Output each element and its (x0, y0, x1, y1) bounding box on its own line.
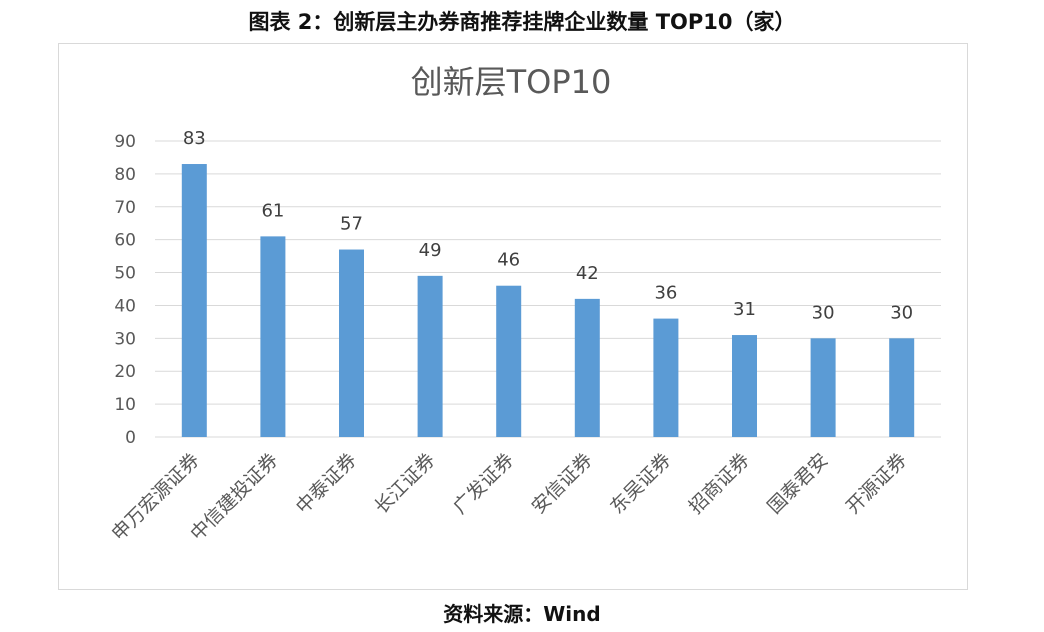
chart-container: 创新层TOP10 0 10 20 30 40 50 60 70 80 90 83 61 57 49 46 4… (58, 43, 968, 590)
x-tick-label: 招商证券 (685, 449, 754, 518)
chart-title: 创新层TOP10 (411, 63, 612, 101)
bar (496, 285, 522, 437)
x-tick-label: 中泰证券 (292, 449, 361, 518)
data-label: 61 (261, 200, 284, 221)
bar (889, 338, 915, 437)
y-tick-label: 0 (125, 428, 136, 448)
figure-title: 图表 2：创新层主办券商推荐挂牌企业数量 TOP10（家） (248, 10, 796, 34)
gridlines (155, 140, 941, 438)
x-tick-label: 东吴证券 (606, 449, 675, 518)
data-label: 31 (733, 299, 756, 320)
bar (810, 338, 836, 437)
y-tick-label: 40 (114, 296, 136, 316)
y-tick-label: 70 (114, 198, 136, 218)
bar (339, 249, 364, 437)
bar (574, 298, 600, 437)
data-label: 83 (183, 128, 206, 149)
x-tick-label: 广发证券 (449, 449, 518, 518)
data-label: 49 (419, 240, 442, 261)
y-tick-label: 30 (114, 329, 136, 349)
data-labels: 83 61 57 49 46 42 36 31 30 30 (183, 128, 913, 323)
bar-chart: 创新层TOP10 0 10 20 30 40 50 60 70 80 90 83 61 57 49 46 4… (108, 63, 941, 545)
y-tick-label: 20 (114, 362, 136, 382)
y-axis-ticks: 0 10 20 30 40 50 60 70 80 90 (114, 132, 136, 448)
bars (181, 164, 915, 437)
y-tick-label: 10 (114, 395, 136, 415)
y-tick-label: 90 (114, 132, 136, 152)
bar (260, 236, 286, 437)
bar (653, 318, 679, 437)
y-tick-label: 80 (114, 165, 136, 185)
source-note: 资料来源：Wind (443, 602, 601, 626)
data-label: 36 (654, 283, 677, 304)
x-tick-label: 安信证券 (528, 449, 597, 518)
bar (181, 164, 207, 437)
y-tick-label: 60 (114, 231, 136, 251)
x-tick-label: 长江证券 (370, 449, 439, 518)
bar (732, 335, 757, 437)
bar (417, 275, 443, 437)
data-label: 30 (812, 302, 835, 323)
data-label: 57 (340, 214, 363, 235)
x-tick-label: 国泰君安 (763, 449, 832, 518)
data-label: 42 (576, 263, 599, 284)
y-tick-label: 50 (114, 264, 136, 284)
data-label: 46 (497, 250, 520, 271)
x-tick-label: 开源证券 (842, 449, 911, 518)
data-label: 30 (890, 302, 913, 323)
